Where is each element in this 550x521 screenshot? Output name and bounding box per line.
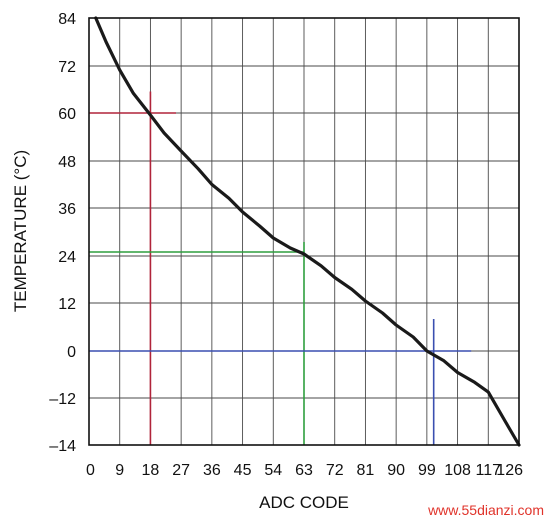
temperature-curve [94,16,521,447]
y-tick-label: 48 [58,154,76,171]
x-tick-label: 0 [86,462,95,479]
y-tick-label: 84 [58,11,76,28]
x-tick-label: 126 [496,462,523,479]
x-tick-label: 117 [476,462,502,479]
y-tick-label: 72 [58,59,76,76]
x-tick-label: 45 [234,462,252,479]
watermark-text: www.55dianzi.com [427,502,544,518]
x-tick-label: 81 [357,462,375,479]
y-tick-label: 24 [58,249,76,266]
y-tick-label: –14 [49,438,76,455]
x-tick-label: 36 [203,462,221,479]
x-tick-label: 90 [387,462,405,479]
x-tick-label: 108 [444,462,471,479]
x-tick-label: 72 [326,462,344,479]
y-tick-label: 60 [58,106,76,123]
x-tick-label: 18 [142,462,160,479]
x-axis-label: ADC CODE [259,493,349,512]
x-tick-label: 63 [295,462,313,479]
y-axis-label: TEMPERATURE (°C) [11,150,30,312]
y-tick-labels: 84 72 60 48 36 24 12 0 –12 –14 [49,11,76,455]
x-tick-label: 54 [264,462,282,479]
y-tick-label: –12 [49,391,76,408]
plot-frame [88,17,520,446]
y-tick-label: 12 [58,296,76,313]
y-tick-label: 0 [67,344,76,361]
y-tick-label: 36 [58,201,76,218]
x-tick-label: 27 [172,462,190,479]
x-tick-label: 9 [115,462,124,479]
reference-lines [89,91,472,445]
x-tick-label: 99 [418,462,436,479]
series-layer [94,16,521,447]
